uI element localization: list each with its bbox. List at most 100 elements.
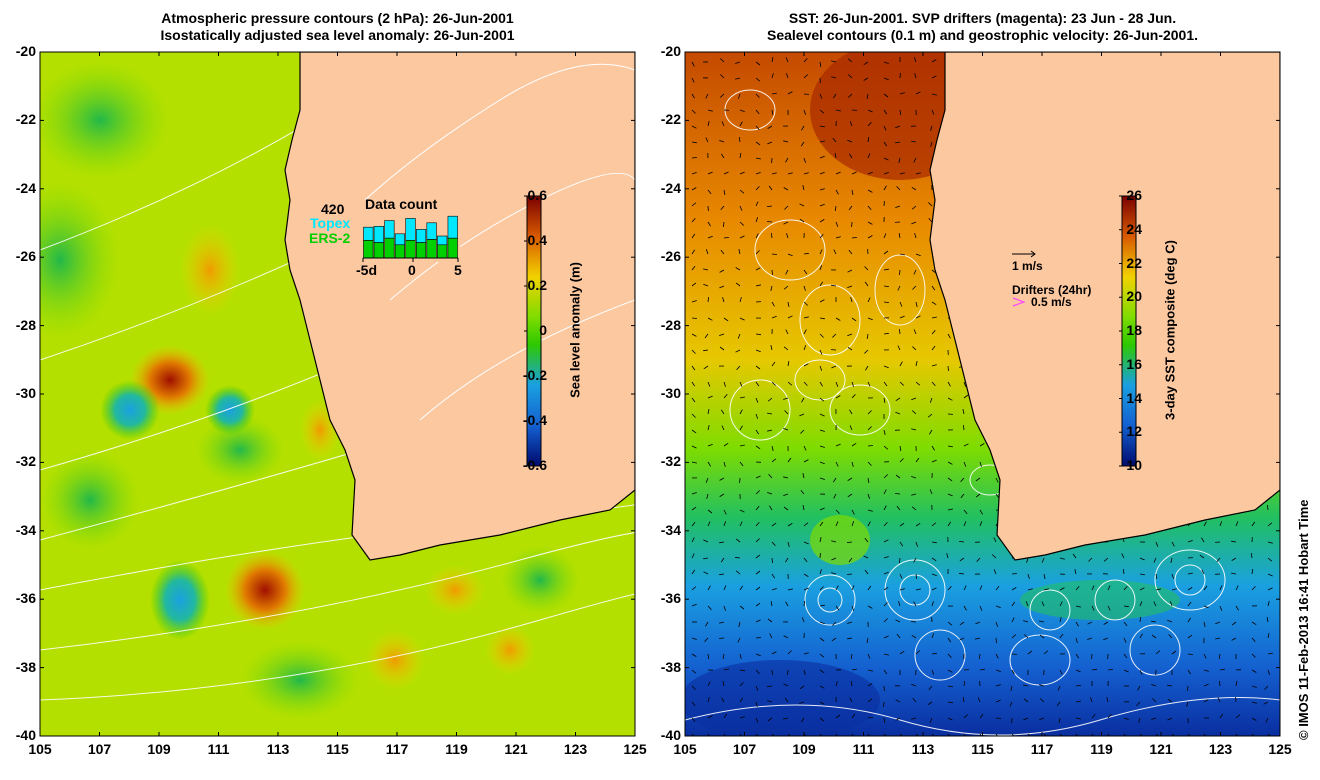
right-y-tick: -40 (660, 727, 681, 743)
right-y-tick: -36 (660, 590, 681, 607)
ers-count-bar (426, 239, 437, 259)
left-title-line2: Isostatically adjusted sea level anomaly… (160, 27, 515, 43)
velocity-scale-label: 1 m/s (1012, 259, 1043, 273)
right-x-tick: 109 (792, 741, 816, 757)
topex-count-bar (373, 226, 384, 243)
topex-count-bar (437, 235, 448, 246)
axis-ticks (39, 51, 1281, 737)
right-colorbar-tick: 14 (1126, 389, 1142, 406)
left-y-tick: -30 (15, 385, 36, 401)
right-y-tick: -22 (660, 111, 681, 128)
left-colorbar-tick: 0 (539, 322, 547, 338)
right-colorbar-tick: 12 (1126, 423, 1142, 440)
inset-count: 420 (321, 201, 345, 217)
right-y-tick: -20 (660, 43, 681, 59)
left-x-tick: 115 (326, 741, 349, 757)
ers-count-bar (363, 240, 374, 259)
credit-text: © IMOS 11-Feb-2013 16:41 Hobart Time (1296, 499, 1311, 740)
right-colorbar-tick: 20 (1126, 288, 1142, 305)
inset-tick-neg5: -5d (356, 262, 377, 278)
drifters-legend-label: Drifters (24hr) (1012, 283, 1092, 297)
left-y-tick: -26 (15, 248, 36, 265)
ers-count-bar (415, 242, 427, 259)
left-colorbar-tick: 0.4 (527, 232, 547, 248)
ers-count-bar (447, 237, 458, 259)
left-x-tick: 113 (266, 741, 290, 757)
topex-count-bar (394, 233, 406, 246)
inset-title: Data count (365, 196, 438, 212)
right-colorbar-tick: 24 (1126, 220, 1142, 237)
left-x-tick: 121 (504, 741, 528, 757)
topex-count-bar (426, 222, 437, 240)
left-colorbar-tick: -0.2 (522, 367, 547, 383)
right-y-tick: -28 (660, 316, 681, 333)
right-x-tick: 105 (673, 741, 697, 757)
left-map (40, 52, 635, 736)
inset-ers-label: ERS-2 (309, 230, 351, 246)
inset-topex-label: Topex (310, 215, 351, 231)
left-sla-anomalies (40, 60, 580, 720)
right-x-tick: 121 (1149, 741, 1173, 757)
ers-count-bar (394, 244, 406, 259)
left-y-tick: -36 (15, 590, 36, 607)
left-y-tick: -28 (15, 316, 36, 333)
left-y-tick: -24 (15, 179, 36, 196)
left-colorbar-tick: 0.2 (527, 277, 547, 293)
right-x-tick: 115 (971, 741, 994, 757)
left-land (284, 52, 635, 561)
left-x-tick: 123 (563, 741, 588, 757)
right-x-tick: 107 (732, 741, 757, 757)
left-x-tick: 107 (87, 741, 112, 757)
velocity-scale-arrow (1012, 250, 1036, 258)
left-y-tick: -40 (15, 727, 36, 743)
right-x-tick: 119 (1090, 741, 1113, 757)
left-x-tick: 125 (623, 741, 647, 757)
right-x-tick: 111 (852, 741, 875, 757)
topex-count-bar (363, 226, 374, 241)
left-title-line1: Atmospheric pressure contours (2 hPa): 2… (161, 10, 514, 26)
right-x-tick: 123 (1208, 741, 1233, 757)
inset-tick-0: 0 (408, 262, 416, 278)
ers-count-bar (437, 244, 448, 259)
left-title: Atmospheric pressure contours (2 hPa): 2… (40, 10, 635, 44)
left-y-tick: -20 (15, 43, 36, 59)
left-y-tick: -22 (15, 111, 36, 128)
topex-count-bar (405, 218, 416, 241)
ers-count-bar (405, 240, 416, 259)
right-title-line1: SST: 26-Jun-2001. SVP drifters (magenta)… (788, 10, 1177, 26)
left-y-tick: -32 (15, 453, 36, 470)
right-colorbar-tick: 22 (1126, 254, 1142, 271)
right-colorbar-label: 3-day SST composite (deg C) (1162, 240, 1178, 420)
left-x-tick: 111 (207, 741, 230, 757)
left-colorbar-tick: -0.6 (522, 457, 547, 473)
right-map (685, 52, 1280, 736)
drifter-legend-symbol (1012, 297, 1026, 307)
left-colorbar-tick: 0.6 (527, 187, 547, 203)
left-x-tick: 117 (385, 741, 409, 757)
right-y-tick: -32 (660, 453, 681, 470)
right-colorbar-tick: 16 (1126, 355, 1142, 372)
right-title: SST: 26-Jun-2001. SVP drifters (magenta)… (685, 10, 1280, 44)
right-y-tick: -34 (660, 521, 681, 538)
right-x-tick: 117 (1030, 741, 1054, 757)
data-count-inset (360, 210, 460, 262)
right-title-line2: Sealevel contours (0.1 m) and geostrophi… (766, 27, 1199, 43)
right-land (929, 52, 1280, 561)
left-colorbar-tick: -0.4 (522, 412, 547, 428)
left-y-tick: -34 (15, 521, 36, 538)
right-y-tick: -38 (660, 658, 681, 675)
right-colorbar-tick: 26 (1126, 187, 1142, 203)
left-y-tick: -38 (15, 658, 36, 675)
ers-count-bar (384, 237, 395, 259)
right-x-tick: 125 (1268, 741, 1292, 757)
left-colorbar-label: Sea level anomaly (m) (567, 262, 583, 398)
right-y-tick: -24 (660, 179, 681, 196)
right-x-tick: 113 (911, 741, 935, 757)
topex-count-bar (415, 229, 427, 243)
topex-count-bar (447, 215, 458, 239)
right-y-tick: -26 (660, 248, 681, 265)
inset-bars (363, 215, 458, 259)
left-x-tick: 109 (147, 741, 171, 757)
right-y-tick: -30 (660, 385, 681, 401)
